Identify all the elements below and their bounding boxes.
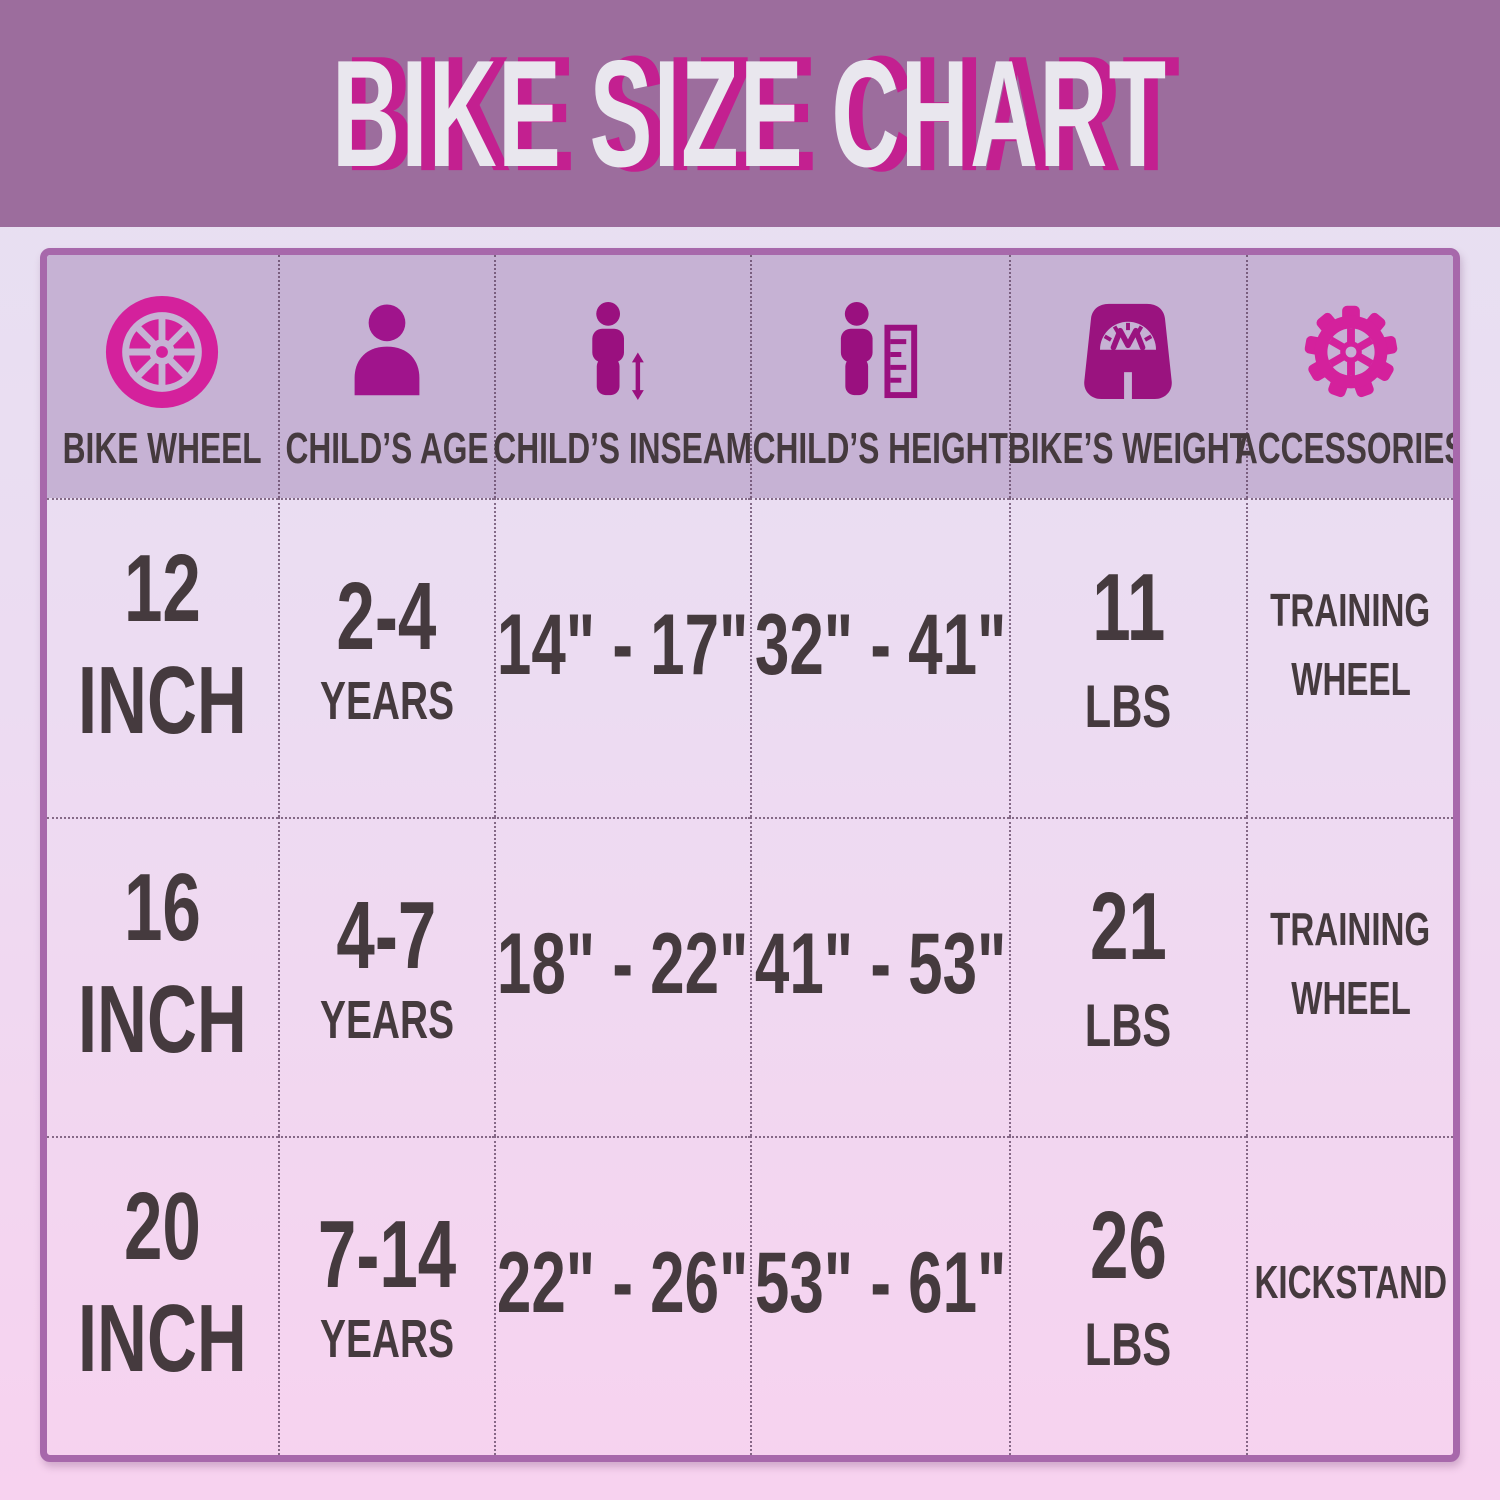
cell-age-row-2: 4-7 YEARS <box>277 817 495 1136</box>
header-cell-bike-wheel: BIKE WHEEL <box>47 255 278 498</box>
cell-wheel-row-1: 12 INCH <box>47 498 278 817</box>
height-range: 53" - 61" <box>754 1234 1007 1331</box>
wheel-size-unit: INCH <box>77 965 247 1073</box>
wheel-size-unit: INCH <box>77 1284 247 1392</box>
wheel-size-unit: INCH <box>77 646 247 754</box>
header-cell-childs-age: CHILD’S AGE <box>277 255 495 498</box>
age-unit: YEARS <box>319 1309 454 1370</box>
inseam-range: 14" - 17" <box>497 596 749 693</box>
age-value: 4-7 <box>336 881 437 989</box>
cell-accessories-row-2: TRAINING WHEEL <box>1246 817 1453 1136</box>
bike-wheel-icon <box>103 289 221 415</box>
age-value: 2-4 <box>336 562 437 670</box>
cell-wheel-row-2: 16 INCH <box>47 817 278 1136</box>
inseam-range: 22" - 26" <box>497 1234 749 1331</box>
accessory-line: TRAINING <box>1270 902 1431 955</box>
cell-age-row-1: 2-4 YEARS <box>277 498 495 817</box>
weight-scale-icon <box>1072 289 1184 415</box>
weight-value: 21 <box>1090 872 1167 980</box>
person-icon <box>333 289 441 415</box>
cell-height-row-1: 32" - 41" <box>749 498 1009 817</box>
weight-value: 11 <box>1091 553 1166 661</box>
column-label: BIKE’S WEIGHT <box>1007 424 1250 473</box>
height-range: 32" - 41" <box>754 596 1007 693</box>
cell-weight-row-1: 11 LBS <box>1008 498 1247 817</box>
cell-weight-row-2: 21 LBS <box>1008 817 1247 1136</box>
header-cell-accessories: ACCESSORIES <box>1235 255 1453 498</box>
cell-height-row-2: 41" - 53" <box>749 817 1009 1136</box>
column-label: CHILD’S AGE <box>285 424 489 473</box>
accessory-line: WHEEL <box>1290 652 1411 705</box>
wheel-size-value: 16 <box>123 854 201 962</box>
weight-value: 26 <box>1090 1191 1167 1299</box>
cell-accessories-row-1: TRAINING WHEEL <box>1246 498 1453 817</box>
cell-inseam-row-1: 14" - 17" <box>494 498 750 817</box>
header-cell-childs-height: CHILD’S HEIGHT <box>749 255 1009 498</box>
age-unit: YEARS <box>319 671 454 732</box>
weight-unit: LBS <box>1085 673 1172 741</box>
cell-age-row-3: 7-14 YEARS <box>277 1136 495 1455</box>
page-title-shadow: BIKE SIZE CHART <box>345 21 1182 206</box>
wheel-size-value: 20 <box>123 1173 201 1281</box>
wheel-size-value: 12 <box>123 535 201 643</box>
age-value: 7-14 <box>317 1200 457 1308</box>
accessory-line: KICKSTAND <box>1254 1256 1447 1308</box>
cell-inseam-row-3: 22" - 26" <box>494 1136 750 1455</box>
bike-size-table: BIKE WHEEL CHILD’S AGE <box>40 248 1460 1462</box>
age-unit: YEARS <box>319 990 454 1051</box>
person-height-ruler-icon <box>822 289 938 415</box>
cell-height-row-3: 53" - 61" <box>749 1136 1009 1455</box>
header-cell-bikes-weight: BIKE’S WEIGHT <box>1008 255 1249 498</box>
cell-accessories-row-3: KICKSTAND <box>1246 1136 1453 1455</box>
gear-icon <box>1292 289 1410 415</box>
title-band: BIKE SIZE CHART BIKE SIZE CHART <box>0 0 1500 227</box>
accessory-line: TRAINING <box>1270 583 1431 636</box>
inseam-range: 18" - 22" <box>497 915 749 1012</box>
table-grid: BIKE WHEEL CHILD’S AGE <box>47 255 1453 1455</box>
cell-weight-row-3: 26 LBS <box>1008 1136 1247 1455</box>
column-label: ACCESSORIES <box>1235 424 1460 473</box>
height-range: 41" - 53" <box>754 915 1007 1012</box>
header-cell-childs-inseam: CHILD’S INSEAM <box>494 255 752 498</box>
column-label: BIKE WHEEL <box>62 424 262 473</box>
page-title-text: BIKE SIZE CHART <box>332 28 1168 199</box>
person-inseam-icon <box>567 289 679 415</box>
weight-unit: LBS <box>1085 1311 1172 1379</box>
accessory-line: WHEEL <box>1290 971 1411 1024</box>
page-title: BIKE SIZE CHART BIKE SIZE CHART <box>332 31 1180 195</box>
column-label: CHILD’S INSEAM <box>493 424 753 473</box>
weight-unit: LBS <box>1085 992 1172 1060</box>
cell-wheel-row-3: 20 INCH <box>47 1136 278 1455</box>
cell-inseam-row-2: 18" - 22" <box>494 817 750 1136</box>
column-label: CHILD’S HEIGHT <box>752 424 1008 473</box>
